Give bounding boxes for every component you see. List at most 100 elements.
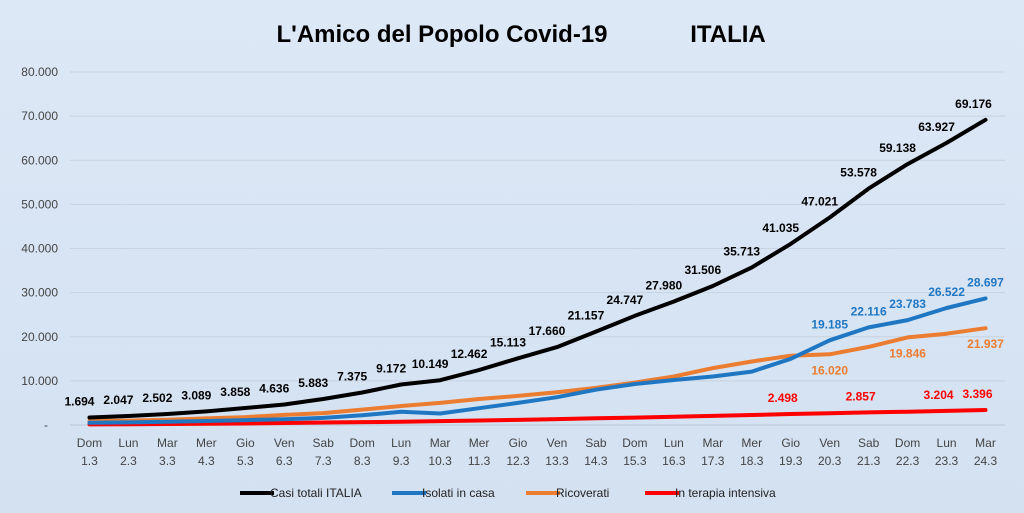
x-tick-label-date: 6.3 [276, 454, 293, 468]
grid [70, 71, 1005, 426]
data-label: 10.149 [412, 357, 449, 371]
data-label: 53.578 [840, 166, 877, 180]
y-tick-label: 30.000 [21, 286, 58, 300]
x-tick-label-day: Dom [895, 436, 920, 450]
x-tick-label-day: Lun [937, 436, 957, 450]
x-tick-label-day: Dom [622, 436, 647, 450]
x-tick-label-day: Sab [858, 436, 880, 450]
data-label: 47.021 [801, 195, 838, 209]
x-tick-label-date: 9.3 [393, 454, 410, 468]
axis-labels: - 10.000 20.000 30.000 40.000 50.000 60.000 70.… [21, 65, 997, 468]
x-tick-label-date: 3.3 [159, 454, 176, 468]
data-labels: 1.694 2.047 2.502 3.089 3.858 4.636 5.883 7.375… [64, 97, 1004, 409]
x-tick-label-day: Dom [77, 436, 102, 450]
x-tick-label-day: Gio [236, 436, 255, 450]
x-tick-label-date: 15.3 [623, 454, 647, 468]
legend-label: In terapia intensiva [675, 486, 776, 500]
series-line-4 [87, 408, 988, 427]
legend-label: Isolati in casa [422, 486, 495, 500]
x-tick-label-day: Mer [196, 436, 217, 450]
x-tick-label-date: 24.3 [974, 454, 998, 468]
data-label: 22.116 [851, 304, 887, 318]
legend-label: Casi totali ITALIA [270, 486, 362, 500]
x-tick-label-day: Mer [741, 436, 762, 450]
data-label: 26.522 [928, 285, 965, 299]
data-label: 3.204 [924, 388, 954, 402]
x-tick-label-date: 16.3 [662, 454, 686, 468]
x-tick-label-day: Ven [819, 436, 840, 450]
data-label: 17.660 [529, 324, 566, 338]
x-tick-label-day: Mer [469, 436, 490, 450]
y-tick-label: 60.000 [21, 153, 58, 167]
y-tick-label: 50.000 [21, 197, 58, 211]
series-line-1 [87, 117, 988, 420]
legend: Casi totali ITALIA Isolati in casa Ricover… [240, 486, 776, 500]
x-tick-label-day: Gio [781, 436, 800, 450]
data-label: 28.697 [967, 275, 1004, 289]
legend-label: Ricoverati [556, 486, 609, 500]
x-tick-label-date: 13.3 [545, 454, 569, 468]
x-tick-label-date: 10.3 [428, 454, 452, 468]
y-tick-label: - [44, 418, 48, 432]
y-tick-label: 20.000 [21, 330, 58, 344]
x-tick-label-day: Gio [509, 436, 528, 450]
x-tick-label-date: 5.3 [237, 454, 254, 468]
x-tick-label-date: 22.3 [896, 454, 920, 468]
x-tick-label-date: 1.3 [81, 454, 98, 468]
chart-title: L'Amico del Popolo Covid-19 [276, 21, 607, 48]
chart-title-region: ITALIA [690, 21, 766, 48]
x-tick-label-day: Ven [274, 436, 295, 450]
data-label: 7.375 [337, 369, 367, 383]
data-label: 15.113 [490, 335, 526, 349]
x-tick-label-day: Sab [313, 436, 335, 450]
data-label: 2.047 [103, 393, 133, 407]
data-label: 21.937 [967, 337, 1004, 351]
x-tick-label-day: Lun [118, 436, 138, 450]
x-tick-label-day: Lun [664, 436, 684, 450]
y-tick-label: 80.000 [21, 65, 58, 79]
x-tick-label-date: 14.3 [584, 454, 608, 468]
data-label: 3.858 [220, 385, 250, 399]
series-line-2 [87, 296, 988, 425]
series-lines [87, 117, 988, 427]
data-label: 27.980 [646, 279, 683, 293]
data-label: 2.498 [768, 391, 798, 405]
data-label: 12.462 [451, 347, 488, 361]
x-tick-label-date: 18.3 [740, 454, 764, 468]
x-tick-label-date: 4.3 [198, 454, 215, 468]
y-tick-label: 70.000 [21, 109, 58, 123]
data-label: 69.176 [955, 97, 992, 111]
x-tick-label-date: 23.3 [935, 454, 959, 468]
data-label: 16.020 [811, 363, 848, 377]
x-tick-label-date: 8.3 [354, 454, 371, 468]
data-label: 3.396 [963, 387, 993, 401]
x-tick-label-day: Sab [585, 436, 607, 450]
x-tick-label-date: 21.3 [857, 454, 881, 468]
x-tick-label-day: Mar [157, 436, 178, 450]
x-tick-label-date: 12.3 [506, 454, 530, 468]
data-label: 19.846 [889, 346, 926, 360]
x-tick-label-date: 11.3 [468, 454, 491, 468]
x-tick-label-date: 7.3 [315, 454, 332, 468]
x-tick-label-day: Mar [975, 436, 996, 450]
data-label: 1.694 [64, 395, 94, 409]
data-label: 9.172 [376, 362, 406, 376]
data-label: 63.927 [918, 120, 955, 134]
x-tick-label-day: Mar [702, 436, 723, 450]
data-label: 2.857 [846, 389, 876, 403]
x-tick-label-day: Dom [350, 436, 375, 450]
data-label: 31.506 [684, 263, 721, 277]
data-label: 24.747 [607, 293, 644, 307]
data-label: 35.713 [723, 244, 760, 258]
x-tick-label-date: 17.3 [701, 454, 725, 468]
x-tick-label-date: 19.3 [779, 454, 803, 468]
data-label: 2.502 [142, 391, 172, 405]
y-tick-label: 40.000 [21, 242, 58, 256]
x-tick-label-date: 20.3 [818, 454, 842, 468]
data-label: 3.089 [181, 388, 211, 402]
data-label: 4.636 [259, 382, 289, 396]
data-label: 21.157 [568, 309, 605, 323]
series-line-3 [87, 326, 988, 423]
